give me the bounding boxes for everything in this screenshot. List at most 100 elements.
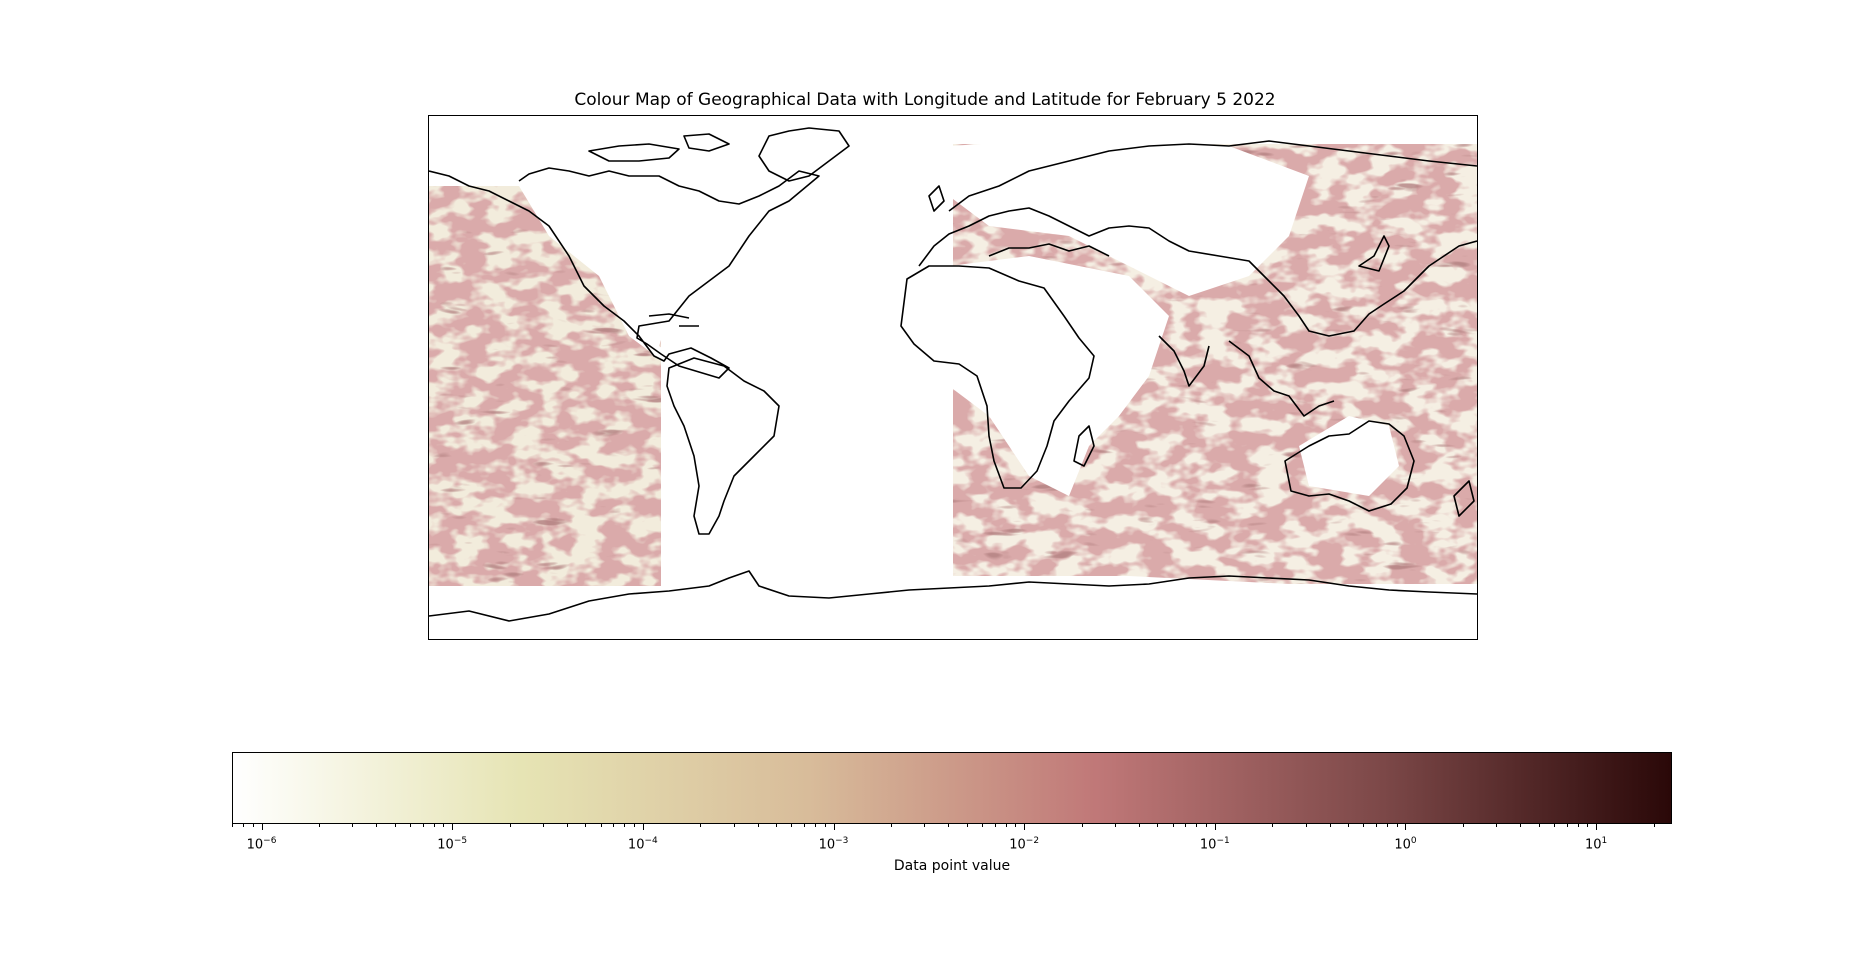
colorbar-minor-tick [791,824,793,827]
colorbar-major-tick [1596,824,1598,830]
colorbar-minor-tick [1172,824,1174,827]
colorbar [232,752,1672,824]
colorbar-tick-label: 10−5 [437,836,468,853]
colorbar-minor-tick [948,824,950,827]
map-area[interactable] [428,115,1478,640]
map-title: Colour Map of Geographical Data with Lon… [574,90,1276,110]
japan-coast [1358,235,1390,272]
europe-coast [918,207,1477,337]
colorbar-minor-tick [585,824,587,827]
colorbar-minor-tick [1196,824,1198,827]
colorbar-ticks: 10−6 10−5 10−4 10−3 10−2 10−1 100 101 [232,824,1672,864]
colorbar-minor-tick [409,824,411,827]
colorbar-minor-tick [1386,824,1388,827]
colorbar-minor-tick [1305,824,1307,827]
colorbar-minor-tick [624,824,626,827]
mediterranean-coast [988,243,1110,257]
colorbar-minor-tick [1157,824,1159,827]
colorbar-minor-tick [1015,824,1017,827]
colorbar-minor-tick [966,824,968,827]
colorbar-minor-tick [981,824,983,827]
north-america-coast [429,167,820,379]
colorbar-minor-tick [422,824,424,827]
caribbean-islands [648,313,699,327]
colorbar-minor-tick [1375,824,1377,827]
map-canvas [429,127,1477,639]
colorbar-minor-tick [600,824,602,827]
colorbar-minor-tick [757,824,759,827]
antarctica-coast [429,570,1477,622]
colorbar-minor-tick [318,824,320,827]
colorbar-minor-tick [1081,824,1083,827]
colorbar-minor-tick [1496,824,1498,827]
colorbar-minor-tick [376,824,378,827]
colorbar-minor-tick [443,824,445,827]
colorbar-major-tick [1024,824,1026,830]
colorbar-minor-tick [543,824,545,827]
colorbar-label: Data point value [893,858,1011,874]
asia-southeast-coast [1228,340,1335,417]
colorbar-minor-tick [1587,824,1589,827]
colorbar-minor-tick [1363,824,1365,827]
colorbar-minor-tick [1577,824,1579,827]
colorbar-minor-tick [1329,824,1331,827]
south-america-coast [666,357,780,535]
colorbar-minor-tick [566,824,568,827]
colorbar-minor-tick [824,824,826,827]
arctic-islands [588,133,730,162]
colorbar-tick-label: 101 [1584,836,1608,853]
colorbar-major-tick [1405,824,1407,830]
australia-coast [1284,420,1415,512]
colorbar-tick-label: 10−3 [818,836,849,853]
colorbar-minor-tick [1538,824,1540,827]
greenland-coast [758,127,850,182]
eurasia-north-coast [948,140,1477,212]
colorbar-minor-tick [1185,824,1187,827]
colorbar-minor-tick [1553,824,1555,827]
colorbar-minor-tick [924,824,926,827]
colorbar-minor-tick [700,824,702,827]
colorbar-tick-label: 100 [1394,836,1417,853]
india-coast [1158,335,1210,387]
colorbar-minor-tick [803,824,805,827]
colorbar-tick-label: 10−1 [1199,836,1230,853]
colorbar-minor-tick [1653,824,1655,827]
colorbar-minor-tick [815,824,817,827]
colorbar-minor-tick [634,824,636,827]
colorbar-minor-tick [1005,824,1007,827]
coastlines [429,127,1477,622]
madagascar-coast [1073,425,1095,467]
colorbar-minor-tick [1520,824,1522,827]
colorbar-minor-tick [1206,824,1208,827]
colorbar-major-tick [452,824,454,830]
colorbar-minor-tick [1396,824,1398,827]
colorbar-minor-tick [1462,824,1464,827]
colorbar-minor-tick [232,824,233,827]
colorbar-minor-tick [994,824,996,827]
colorbar-tick-label: 10−6 [246,836,277,853]
colorbar-minor-tick [394,824,396,827]
colorbar-minor-tick [433,824,435,827]
colorbar-minor-tick [1566,824,1568,827]
colorbar-tick-label: 10−4 [627,836,658,853]
uk-coast [928,185,945,212]
colorbar-minor-tick [252,824,254,827]
new-zealand-coast [1453,480,1475,517]
colorbar-minor-tick [243,824,245,827]
colorbar-minor-tick [352,824,354,827]
colorbar-minor-tick [1272,824,1274,827]
colorbar-minor-tick [1348,824,1350,827]
colorbar-minor-tick [1115,824,1117,827]
colorbar-minor-tick [733,824,735,827]
colorbar-tick-label: 10−2 [1009,836,1040,853]
colorbar-minor-tick [776,824,778,827]
colorbar-major-tick [1214,824,1216,830]
colorbar-major-tick [833,824,835,830]
colorbar-minor-tick [509,824,511,827]
colorbar-major-tick [261,824,263,830]
colorbar-minor-tick [890,824,892,827]
colorbar-minor-tick [1138,824,1140,827]
colorbar-minor-tick [613,824,615,827]
colorbar-major-tick [642,824,644,830]
africa-coast [900,265,1095,489]
